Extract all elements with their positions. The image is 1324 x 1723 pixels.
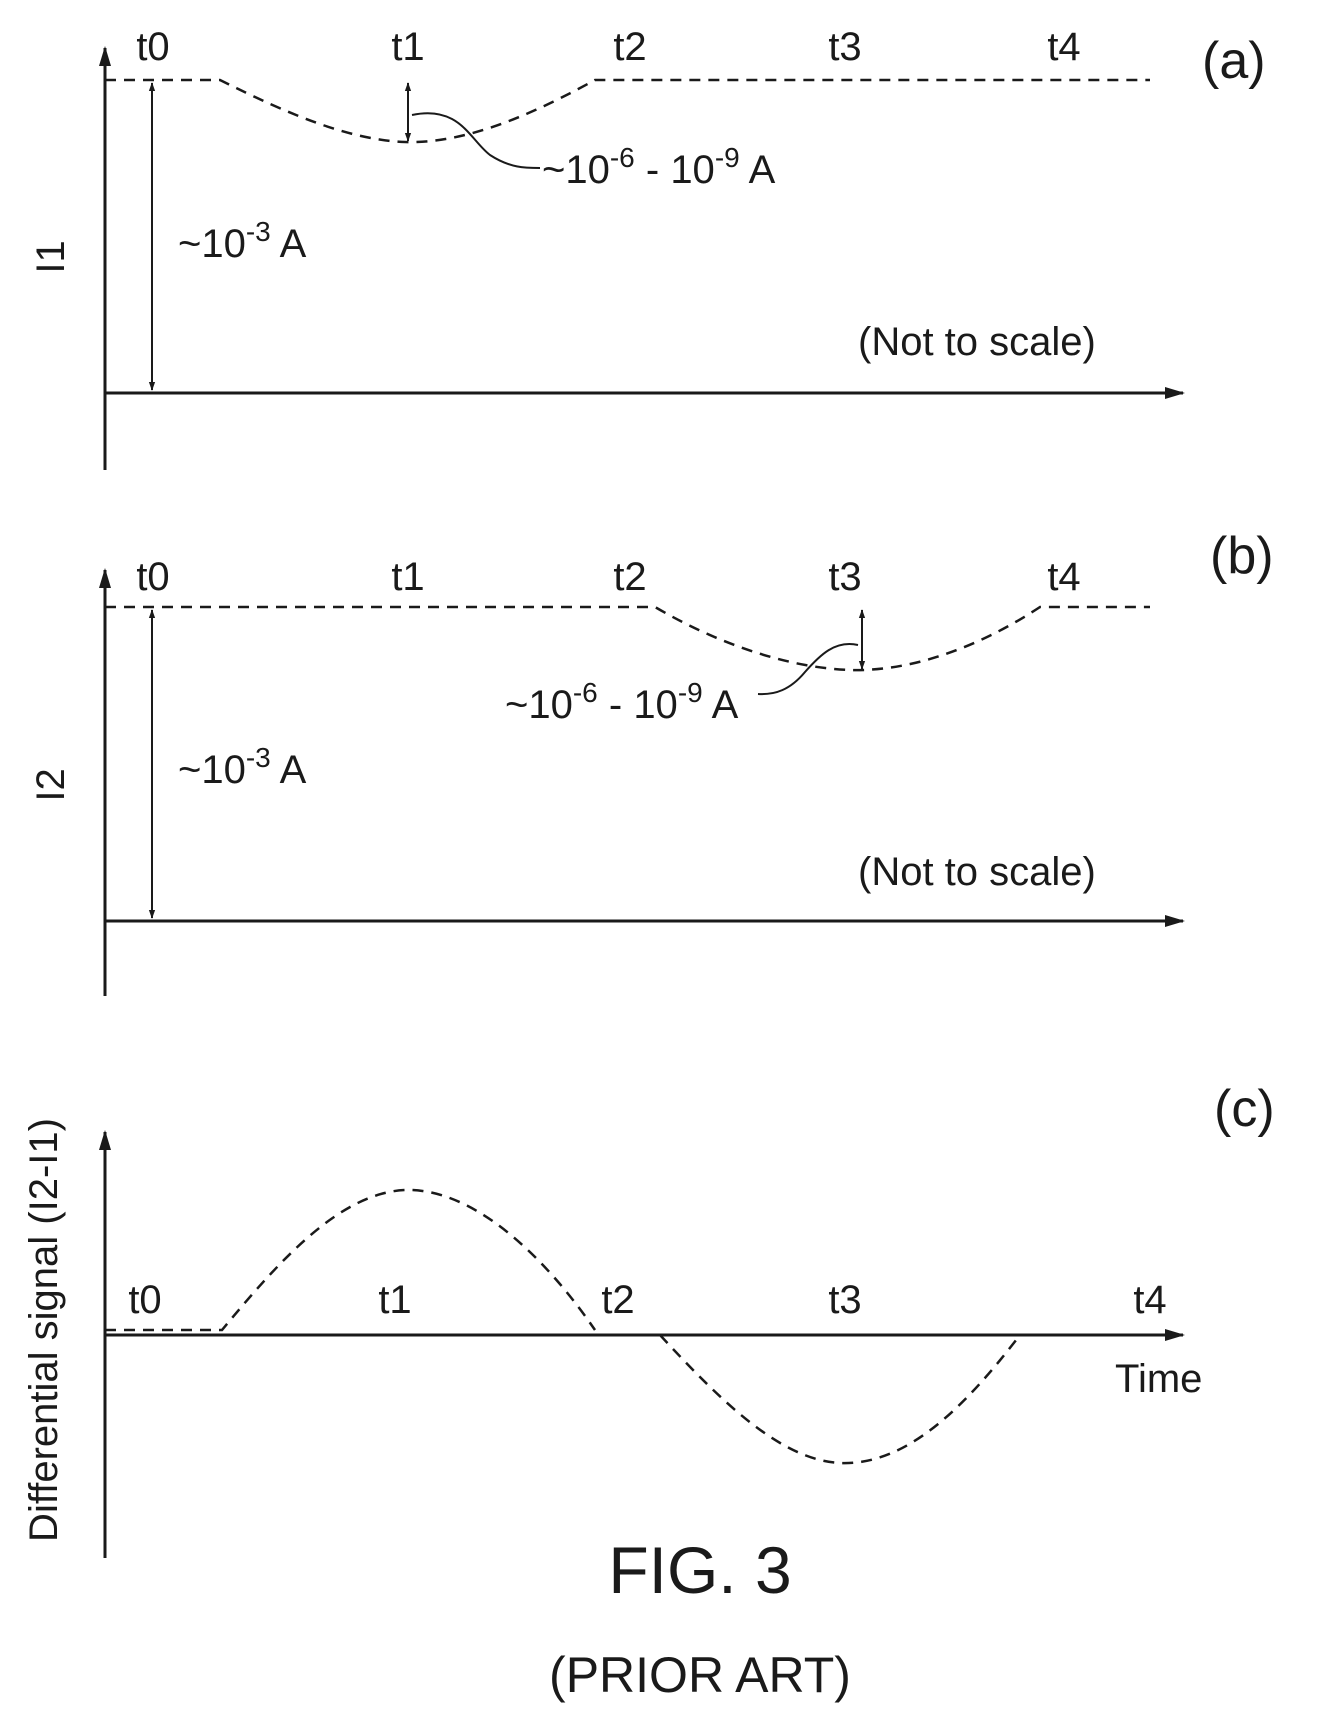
panel-c-x-label: Time — [1115, 1357, 1202, 1401]
panel-b: (b) I2 t0 t1 t2 t3 t4 ~10-3 A ~10-6 - 10… — [29, 527, 1274, 996]
panel-c-tick-t1: t1 — [378, 1278, 411, 1322]
panel-a-scale-note: (Not to scale) — [858, 320, 1096, 364]
panel-a-letter: (a) — [1202, 32, 1266, 90]
panel-a: (a) I1 t0 t1 t2 t3 t4 ~10-3 A ~10-6 - 10… — [29, 25, 1266, 470]
panel-a-dip-magnitude: ~10-6 - 10-9 A — [542, 142, 776, 192]
figure-subtitle: (PRIOR ART) — [549, 1647, 851, 1703]
panel-b-tick-t0: t0 — [136, 555, 169, 599]
panel-b-tick-t3: t3 — [828, 555, 861, 599]
panel-a-dc-magnitude: ~10-3 A — [178, 216, 307, 266]
panel-c-tick-t2: t2 — [601, 1278, 634, 1322]
panel-c-differential-curve — [105, 1188, 1021, 1465]
panel-b-scale-note: (Not to scale) — [858, 850, 1096, 894]
panel-c-tick-t4: t4 — [1133, 1278, 1166, 1322]
figure-title: FIG. 3 — [608, 1533, 791, 1607]
panel-c: (c) Differential signal (I2-I1) t0 t1 t2… — [22, 1080, 1275, 1558]
panel-c-tick-t0: t0 — [128, 1278, 161, 1322]
panel-a-signal-curve — [105, 78, 1150, 144]
panel-a-leader-line — [411, 112, 541, 169]
panel-a-tick-t0: t0 — [136, 25, 169, 69]
panel-c-letter: (c) — [1214, 1080, 1275, 1138]
panel-a-tick-t4: t4 — [1047, 25, 1080, 69]
panel-b-y-label: I2 — [29, 768, 73, 801]
panel-a-tick-t1: t1 — [391, 25, 424, 69]
panel-a-tick-t3: t3 — [828, 25, 861, 69]
panel-b-leader-line — [757, 643, 859, 696]
panel-b-letter: (b) — [1210, 527, 1274, 585]
panel-b-tick-t2: t2 — [613, 555, 646, 599]
panel-b-signal-curve — [105, 605, 1150, 672]
panel-b-tick-t4: t4 — [1047, 555, 1080, 599]
panel-b-dc-magnitude: ~10-3 A — [178, 742, 307, 792]
panel-c-y-label: Differential signal (I2-I1) — [22, 1118, 66, 1542]
panel-a-tick-t2: t2 — [613, 25, 646, 69]
panel-a-y-label: I1 — [29, 240, 73, 273]
panel-b-tick-t1: t1 — [391, 555, 424, 599]
panel-b-dip-magnitude: ~10-6 - 10-9 A — [505, 677, 739, 727]
panel-c-tick-t3: t3 — [828, 1278, 861, 1322]
